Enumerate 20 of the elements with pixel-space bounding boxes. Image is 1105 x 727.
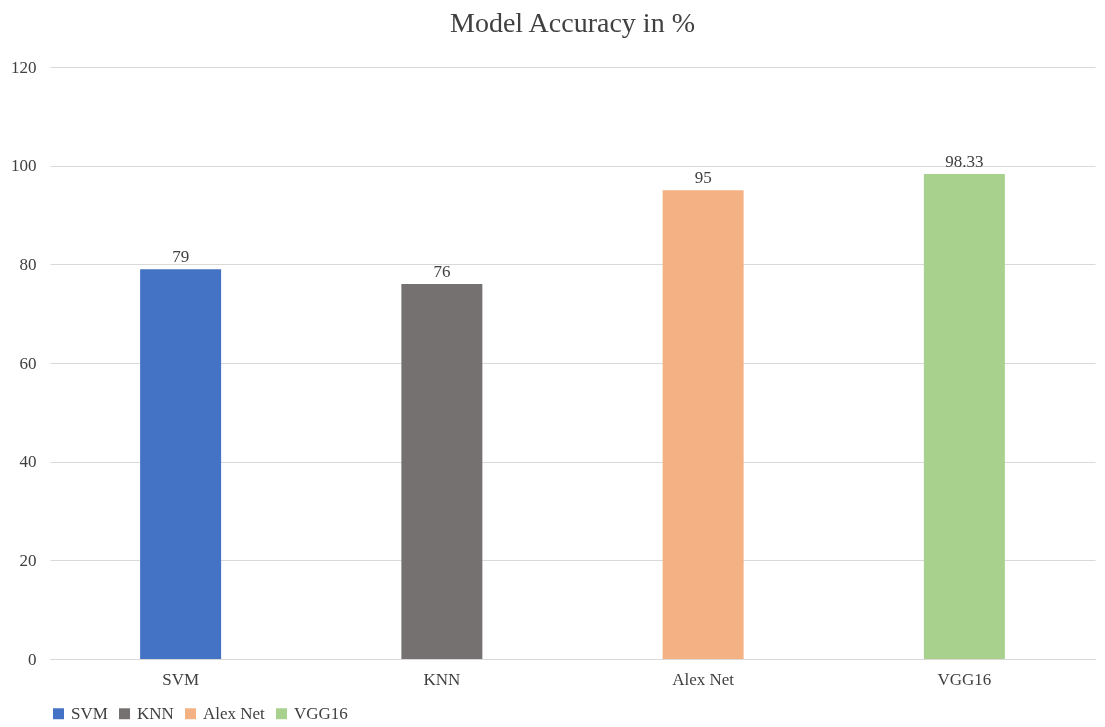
x-tick-label: SVM bbox=[162, 669, 200, 689]
y-tick-label: 20 bbox=[19, 550, 37, 570]
y-tick-label: 120 bbox=[11, 57, 37, 77]
data-label: 98.33 bbox=[945, 151, 984, 171]
legend-label: VGG16 bbox=[294, 703, 348, 723]
x-tick-label: Alex Net bbox=[672, 669, 735, 689]
x-tick-label: KNN bbox=[423, 669, 461, 689]
legend-label: SVM bbox=[71, 703, 108, 723]
data-label: 76 bbox=[433, 262, 451, 282]
y-tick-label: 80 bbox=[19, 254, 37, 274]
data-label: 79 bbox=[172, 247, 190, 267]
y-tick-label: 60 bbox=[19, 353, 37, 373]
y-tick-label: 100 bbox=[11, 156, 37, 176]
y-tick-label: 40 bbox=[19, 452, 37, 472]
chart-title: Model Accuracy in % bbox=[450, 7, 695, 38]
data-label: 95 bbox=[694, 168, 712, 188]
y-tick-label: 0 bbox=[28, 649, 37, 669]
x-tick-label: VGG16 bbox=[937, 669, 992, 689]
legend-label: Alex Net bbox=[203, 703, 266, 723]
legend-label: KNN bbox=[137, 703, 174, 723]
